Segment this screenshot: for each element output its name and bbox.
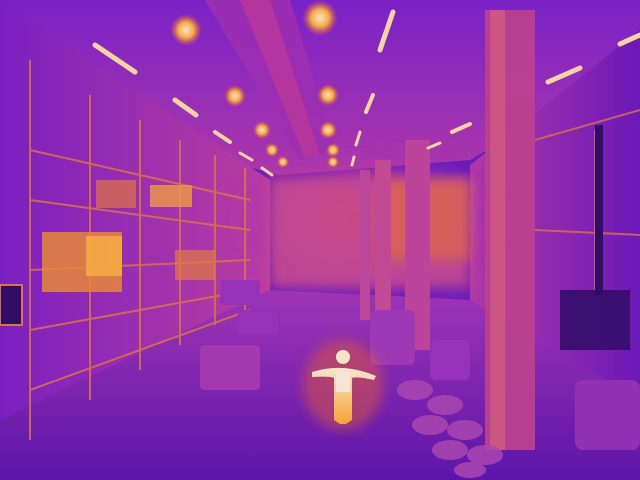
person-figure — [303, 340, 383, 430]
right-chair — [575, 380, 640, 450]
floor-furniture — [200, 280, 470, 390]
right-dark-column — [595, 125, 603, 295]
right-machine — [560, 290, 630, 350]
left-door-panel — [0, 284, 23, 326]
ceiling-light-tubes — [92, 9, 640, 177]
duct-vent-lights — [170, 0, 340, 168]
floor-pillows — [397, 380, 503, 478]
hvac-duct — [205, 0, 335, 160]
pillars — [360, 10, 535, 450]
shelf-boxes — [42, 180, 215, 292]
